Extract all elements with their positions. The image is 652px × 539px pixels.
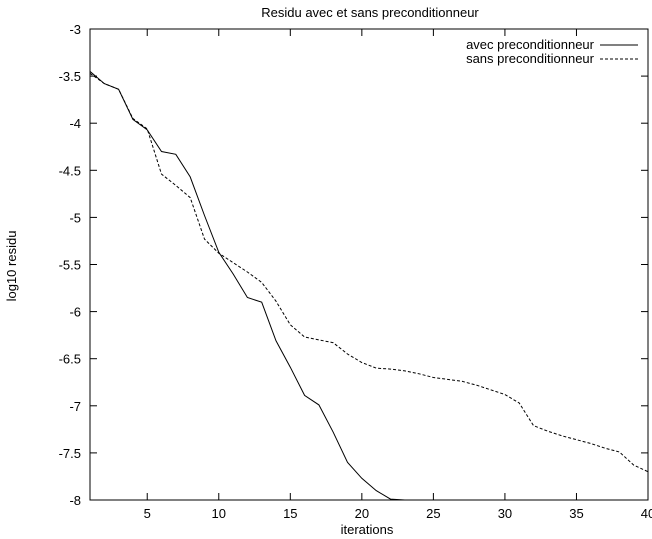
legend-label: sans preconditionneur xyxy=(466,51,595,66)
y-tick-label: -4 xyxy=(69,116,81,131)
y-tick-label: -8 xyxy=(69,493,81,508)
x-tick-label: 5 xyxy=(144,506,151,521)
y-tick-label: -3.5 xyxy=(59,69,81,84)
y-tick-label: -6 xyxy=(69,305,81,320)
legend-label: avec preconditionneur xyxy=(466,37,595,52)
y-tick-label: -5.5 xyxy=(59,258,81,273)
x-tick-label: 35 xyxy=(569,506,583,521)
series-line-sans-preconditionneur xyxy=(89,72,649,473)
series-line-avec-preconditionneur xyxy=(89,71,405,501)
x-tick-label: 20 xyxy=(355,506,369,521)
y-axis-ticks: -3 -3.5 -4 -4.5 -5 -5.5 -6 -6.5 -7 -7.5 -8 xyxy=(59,22,648,508)
x-axis-ticks: 5 10 15 20 25 30 35 40 xyxy=(144,29,652,521)
x-tick-label: 25 xyxy=(426,506,440,521)
y-tick-label: -5 xyxy=(69,210,81,225)
y-tick-label: -4.5 xyxy=(59,163,81,178)
y-tick-label: -7.5 xyxy=(59,446,81,461)
x-tick-label: 10 xyxy=(212,506,226,521)
x-tick-label: 30 xyxy=(498,506,512,521)
chart-title: Residu avec et sans preconditionneur xyxy=(261,5,479,20)
series-layer xyxy=(89,71,649,501)
x-tick-label: 40 xyxy=(641,506,652,521)
x-tick-label: 15 xyxy=(283,506,297,521)
y-tick-label: -7 xyxy=(69,399,81,414)
y-axis-label: log10 residu xyxy=(4,231,19,302)
y-tick-label: -3 xyxy=(69,22,81,37)
x-axis-label: iterations xyxy=(341,522,394,537)
plot-frame xyxy=(89,28,649,501)
y-tick-label: -6.5 xyxy=(59,352,81,367)
